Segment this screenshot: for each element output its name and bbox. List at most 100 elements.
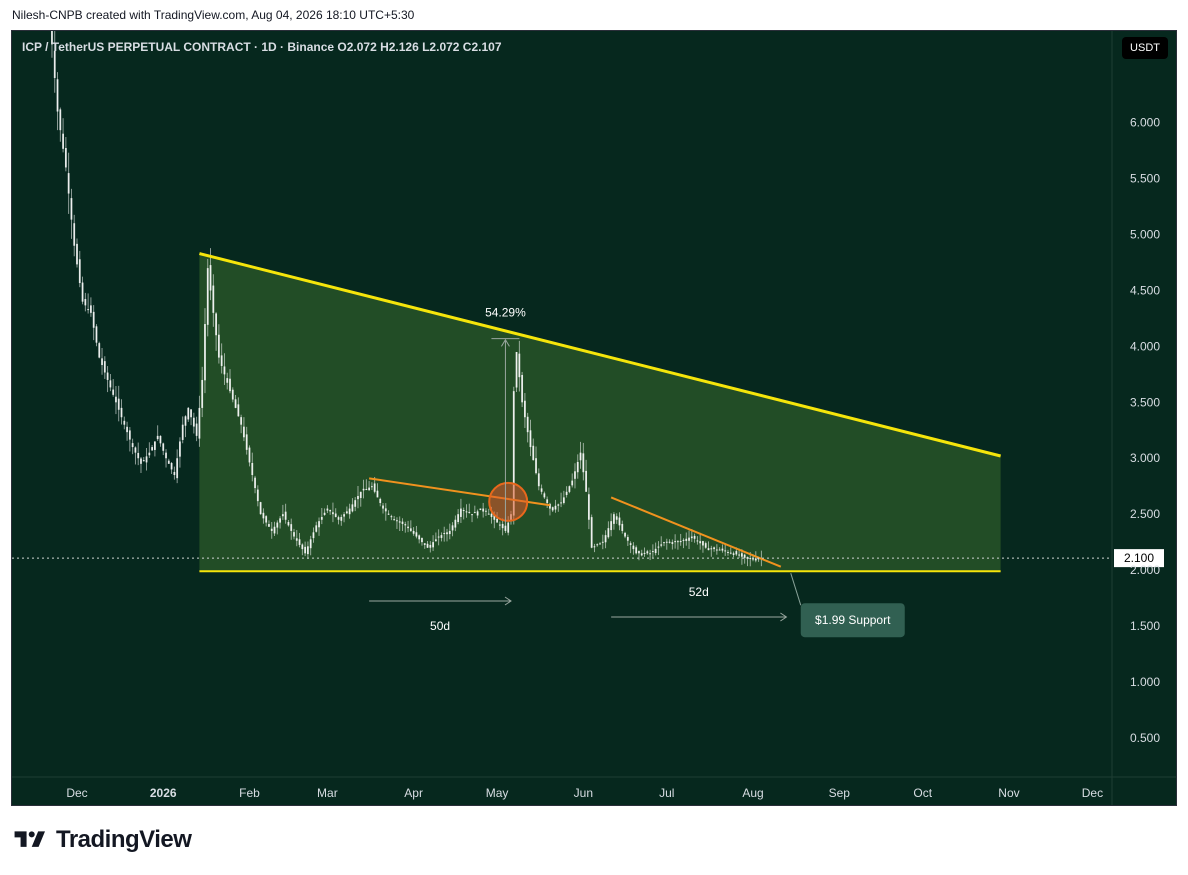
candle-body [243, 426, 245, 438]
candle-body [535, 458, 537, 474]
candle-body [362, 488, 365, 491]
candle-body [304, 546, 307, 554]
candle-body [549, 503, 551, 509]
candle-body [287, 522, 290, 526]
candle-body [120, 407, 123, 418]
descending-resistance-line [199, 252, 1001, 458]
candle-body [679, 541, 682, 543]
candle-body [379, 498, 382, 503]
candle-body [329, 510, 332, 512]
candle-body [382, 505, 384, 509]
candle-body [704, 543, 707, 548]
candle-body [504, 525, 507, 531]
candle-body [167, 460, 170, 464]
tradingview-brand-text: TradingView [56, 826, 192, 853]
candle-body [270, 528, 273, 531]
currency-badge[interactable]: USDT [1122, 37, 1168, 59]
candle-body [688, 537, 690, 541]
candle-body [518, 353, 521, 378]
duration-52d-arrow-head [780, 612, 788, 622]
candle-body [134, 447, 137, 453]
candle-body [507, 522, 510, 533]
candle-body [613, 514, 615, 524]
candle-body [76, 243, 78, 265]
candle-body [387, 513, 390, 515]
tradingview-logo-icon [14, 831, 45, 847]
candle-body [290, 524, 293, 531]
y-tick-label: 3.000 [1130, 451, 1160, 465]
candle-body [298, 539, 301, 545]
candle-body [601, 541, 604, 543]
candle-body [373, 483, 376, 492]
candle-body [460, 508, 462, 517]
candle-body [677, 541, 679, 543]
candle-body [579, 452, 582, 461]
chart-legend: ICP / TetherUS PERPETUAL CONTRACT · 1D ·… [22, 40, 502, 54]
candle-body [610, 521, 613, 531]
candle-body [437, 536, 440, 538]
candle-body [738, 554, 741, 556]
candle-body [657, 546, 660, 548]
candle-body [409, 528, 412, 531]
price-chart-svg[interactable]: 54.29% 50d 52d $1.99 Support 2.100 6.000 5.500… [12, 31, 1177, 806]
candle-body [262, 512, 265, 519]
tradingview-logo[interactable]: TradingView [12, 826, 192, 854]
candle-body [432, 542, 434, 548]
candle-body [251, 462, 254, 476]
candle-body [624, 532, 626, 537]
candle-body [115, 396, 117, 403]
candle-body [651, 551, 654, 553]
candle-body [192, 417, 195, 427]
candle-body [562, 497, 565, 503]
candle-body [73, 223, 76, 246]
y-tick-label: 1.000 [1130, 675, 1160, 689]
candle-body [284, 511, 287, 520]
x-tick-label: Jul [659, 786, 674, 800]
chart-panel[interactable]: 54.29% 50d 52d $1.99 Support 2.100 6.000 5.500… [11, 30, 1177, 806]
candle-body [749, 558, 752, 560]
candle-body [574, 471, 576, 479]
candle-body [715, 549, 718, 551]
y-tick-label: 2.000 [1130, 563, 1160, 577]
candle-body [721, 548, 724, 551]
candle-body [273, 526, 276, 534]
candle-body [418, 535, 421, 540]
candle-body [334, 513, 337, 517]
candle-body [446, 532, 448, 535]
candle-body [396, 520, 398, 522]
support-callout-pointer [790, 573, 802, 606]
candle-body [151, 447, 154, 451]
support-callout-label: $1.99 Support [815, 613, 891, 627]
candle-body [81, 282, 84, 302]
candle-body [551, 507, 554, 511]
candle-body [457, 514, 460, 523]
candle-body [476, 511, 479, 516]
candle-body [131, 443, 134, 448]
candle-body [245, 434, 248, 450]
candle-body [599, 543, 601, 545]
breakout-circle-marker [488, 481, 529, 522]
candle-body [643, 552, 646, 554]
candle-body [240, 417, 243, 425]
candle-body [426, 543, 429, 548]
x-tick-label: Sep [829, 786, 851, 800]
candle-body [401, 521, 404, 524]
candle-body [312, 532, 315, 539]
candle-body [524, 400, 526, 418]
candle-body [649, 553, 651, 555]
candle-body [485, 510, 487, 512]
candle-body [126, 426, 128, 433]
candle-body [140, 458, 142, 464]
candle-body [568, 486, 571, 492]
candle-body [220, 355, 223, 366]
candle-body [153, 441, 156, 450]
candle-body [51, 31, 53, 45]
candle-body [87, 309, 90, 311]
candle-body [279, 518, 281, 523]
candle-body [198, 407, 201, 439]
candle-body [638, 551, 640, 554]
candle-body [340, 516, 343, 521]
candle-body [582, 453, 585, 473]
candle-body [201, 379, 204, 408]
x-tick-label: Jun [574, 786, 593, 800]
